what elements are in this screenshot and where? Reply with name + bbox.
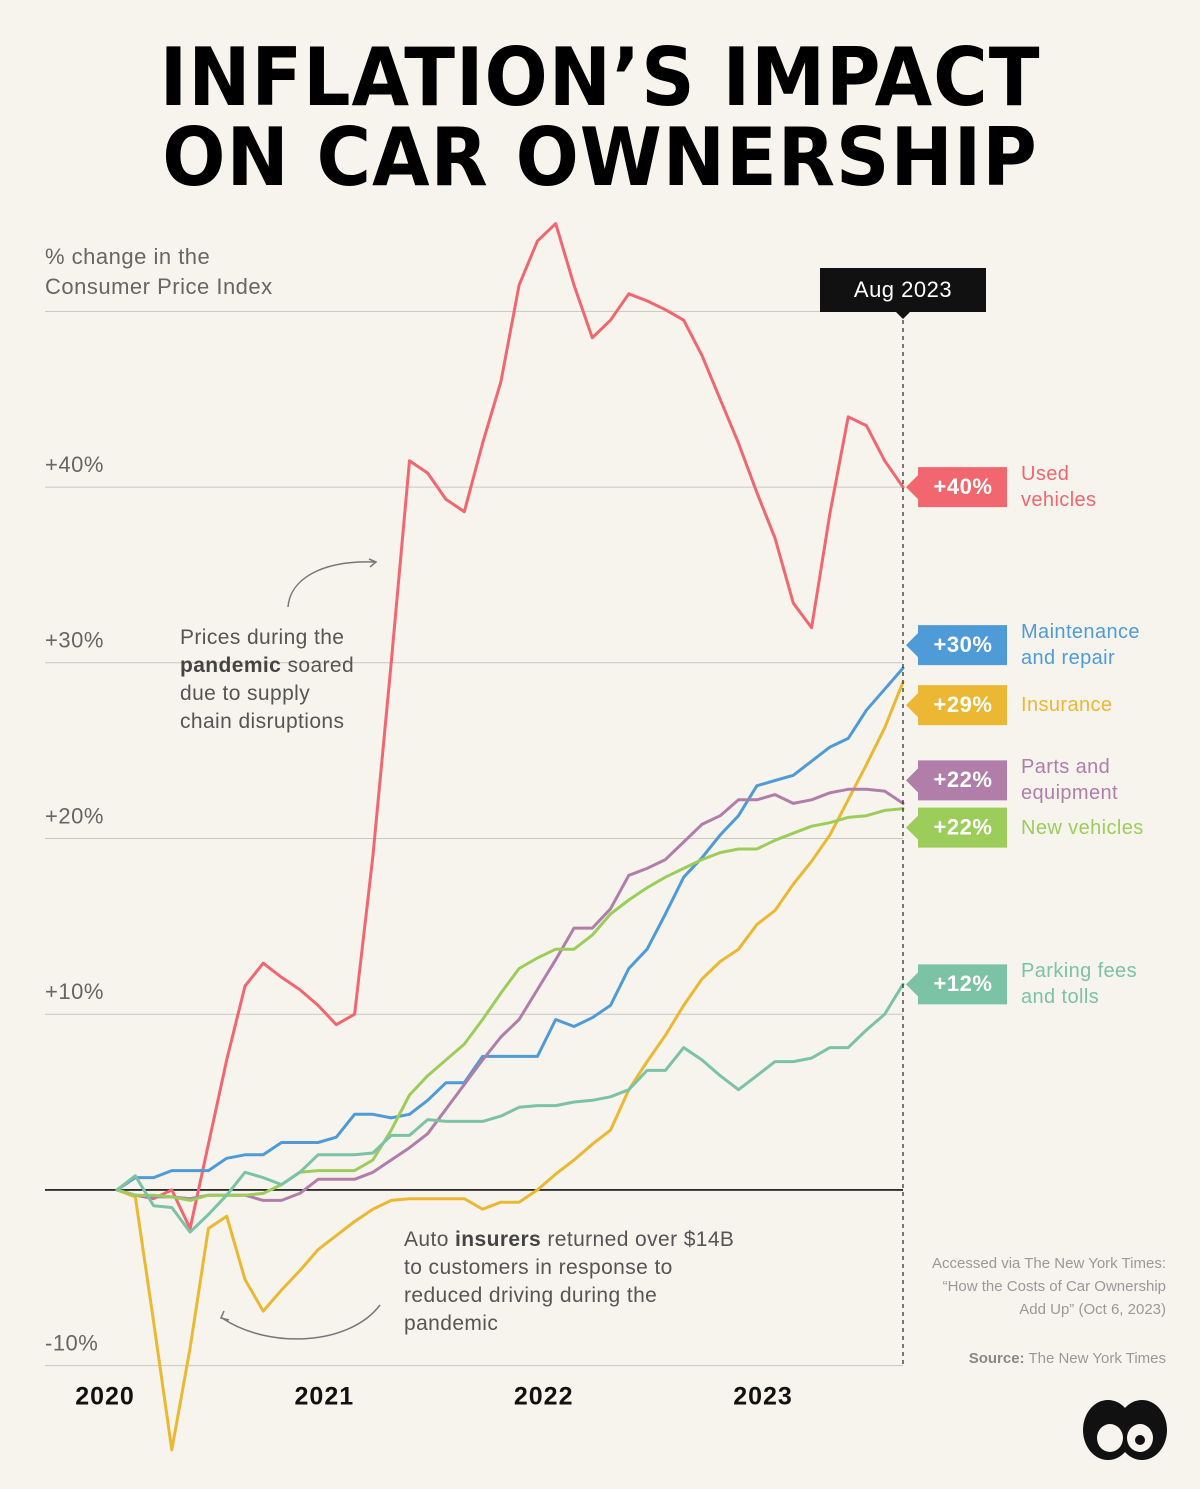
series-line [115,982,905,1234]
lines [115,222,905,1452]
annotation-text: returned over $14B to customers in respo… [404,1228,735,1335]
y-tick-label: +10% [45,979,104,1004]
annotation-text: soared due to supply chain disruptions [180,654,355,733]
legend-entry: Parts and equipment [1021,756,1118,805]
end-label: +29% [934,692,993,717]
end-label-badge [906,807,1007,848]
end-label: +30% [934,632,993,657]
x-tick-label: 2022 [514,1383,574,1411]
series-line [115,807,905,1202]
series-line [115,680,905,1452]
end-marker-label: Aug 2023 [854,277,952,302]
x-tick-label: 2021 [295,1383,355,1411]
legend-entry: Insurance [1021,694,1113,717]
end-marker-pointer [896,312,910,319]
x-tick-label: 2020 [75,1383,135,1411]
source-text: The New York Times [1024,1350,1166,1367]
y-tick-label: +30% [45,628,104,653]
source-label: Source: [968,1350,1025,1367]
legend-entry: Maintenance and repair [1021,621,1140,670]
end-label: +22% [934,767,993,792]
series-line [115,666,905,1192]
x-tick-label: 2023 [733,1383,793,1411]
end-label-badge [906,964,1007,1005]
end-label-badge [906,685,1007,726]
series-line [115,787,905,1202]
annotation-arrow [287,561,376,608]
annotation-bold: insurers [455,1228,542,1251]
end-labels: +40% +30% +29% +22% +22% +12% [906,467,1007,1005]
source: Source: The New York Times [969,1350,1166,1367]
logo [1083,1400,1167,1460]
annotation: Auto insurers returned over $14B to cust… [404,1226,749,1338]
legend-entry: New vehicles [1021,816,1144,839]
end-label-badge [906,760,1007,801]
annotation-arrow [221,1304,381,1340]
annotation-bold: pandemic [180,654,282,677]
end-label: +22% [934,814,993,839]
y-axis-label: % change in the Consumer Price Index [45,244,273,299]
arrowhead [219,1310,230,1321]
y-tick-label: -10% [45,1330,98,1355]
grid: -10% +10% +20% +30% +40% 2020 2021 2022 2023 [45,310,903,1411]
end-marker-box [820,268,986,312]
chart-title: INFLATION’S IMPACT ON CAR OWNERSHIP [159,31,1041,204]
note: Accessed via The New York Times: “How th… [932,1255,1166,1318]
legend-entry: Used vehicles [1021,463,1097,512]
y-tick-label: +20% [45,803,104,828]
annotation-text: Auto [404,1228,456,1251]
series-line [115,222,905,1230]
end-label: +12% [934,971,993,996]
end-label-badge [906,467,1007,508]
arrowhead [368,558,378,568]
annotation: Prices during the pandemic soared due to… [180,624,360,736]
y-tick-label: +40% [45,452,104,477]
legend-entry: Parking fees and tolls [1021,960,1137,1009]
end-label-badge [906,625,1007,666]
end-label: +40% [934,474,993,499]
annotation-text: Prices during the [180,626,345,649]
